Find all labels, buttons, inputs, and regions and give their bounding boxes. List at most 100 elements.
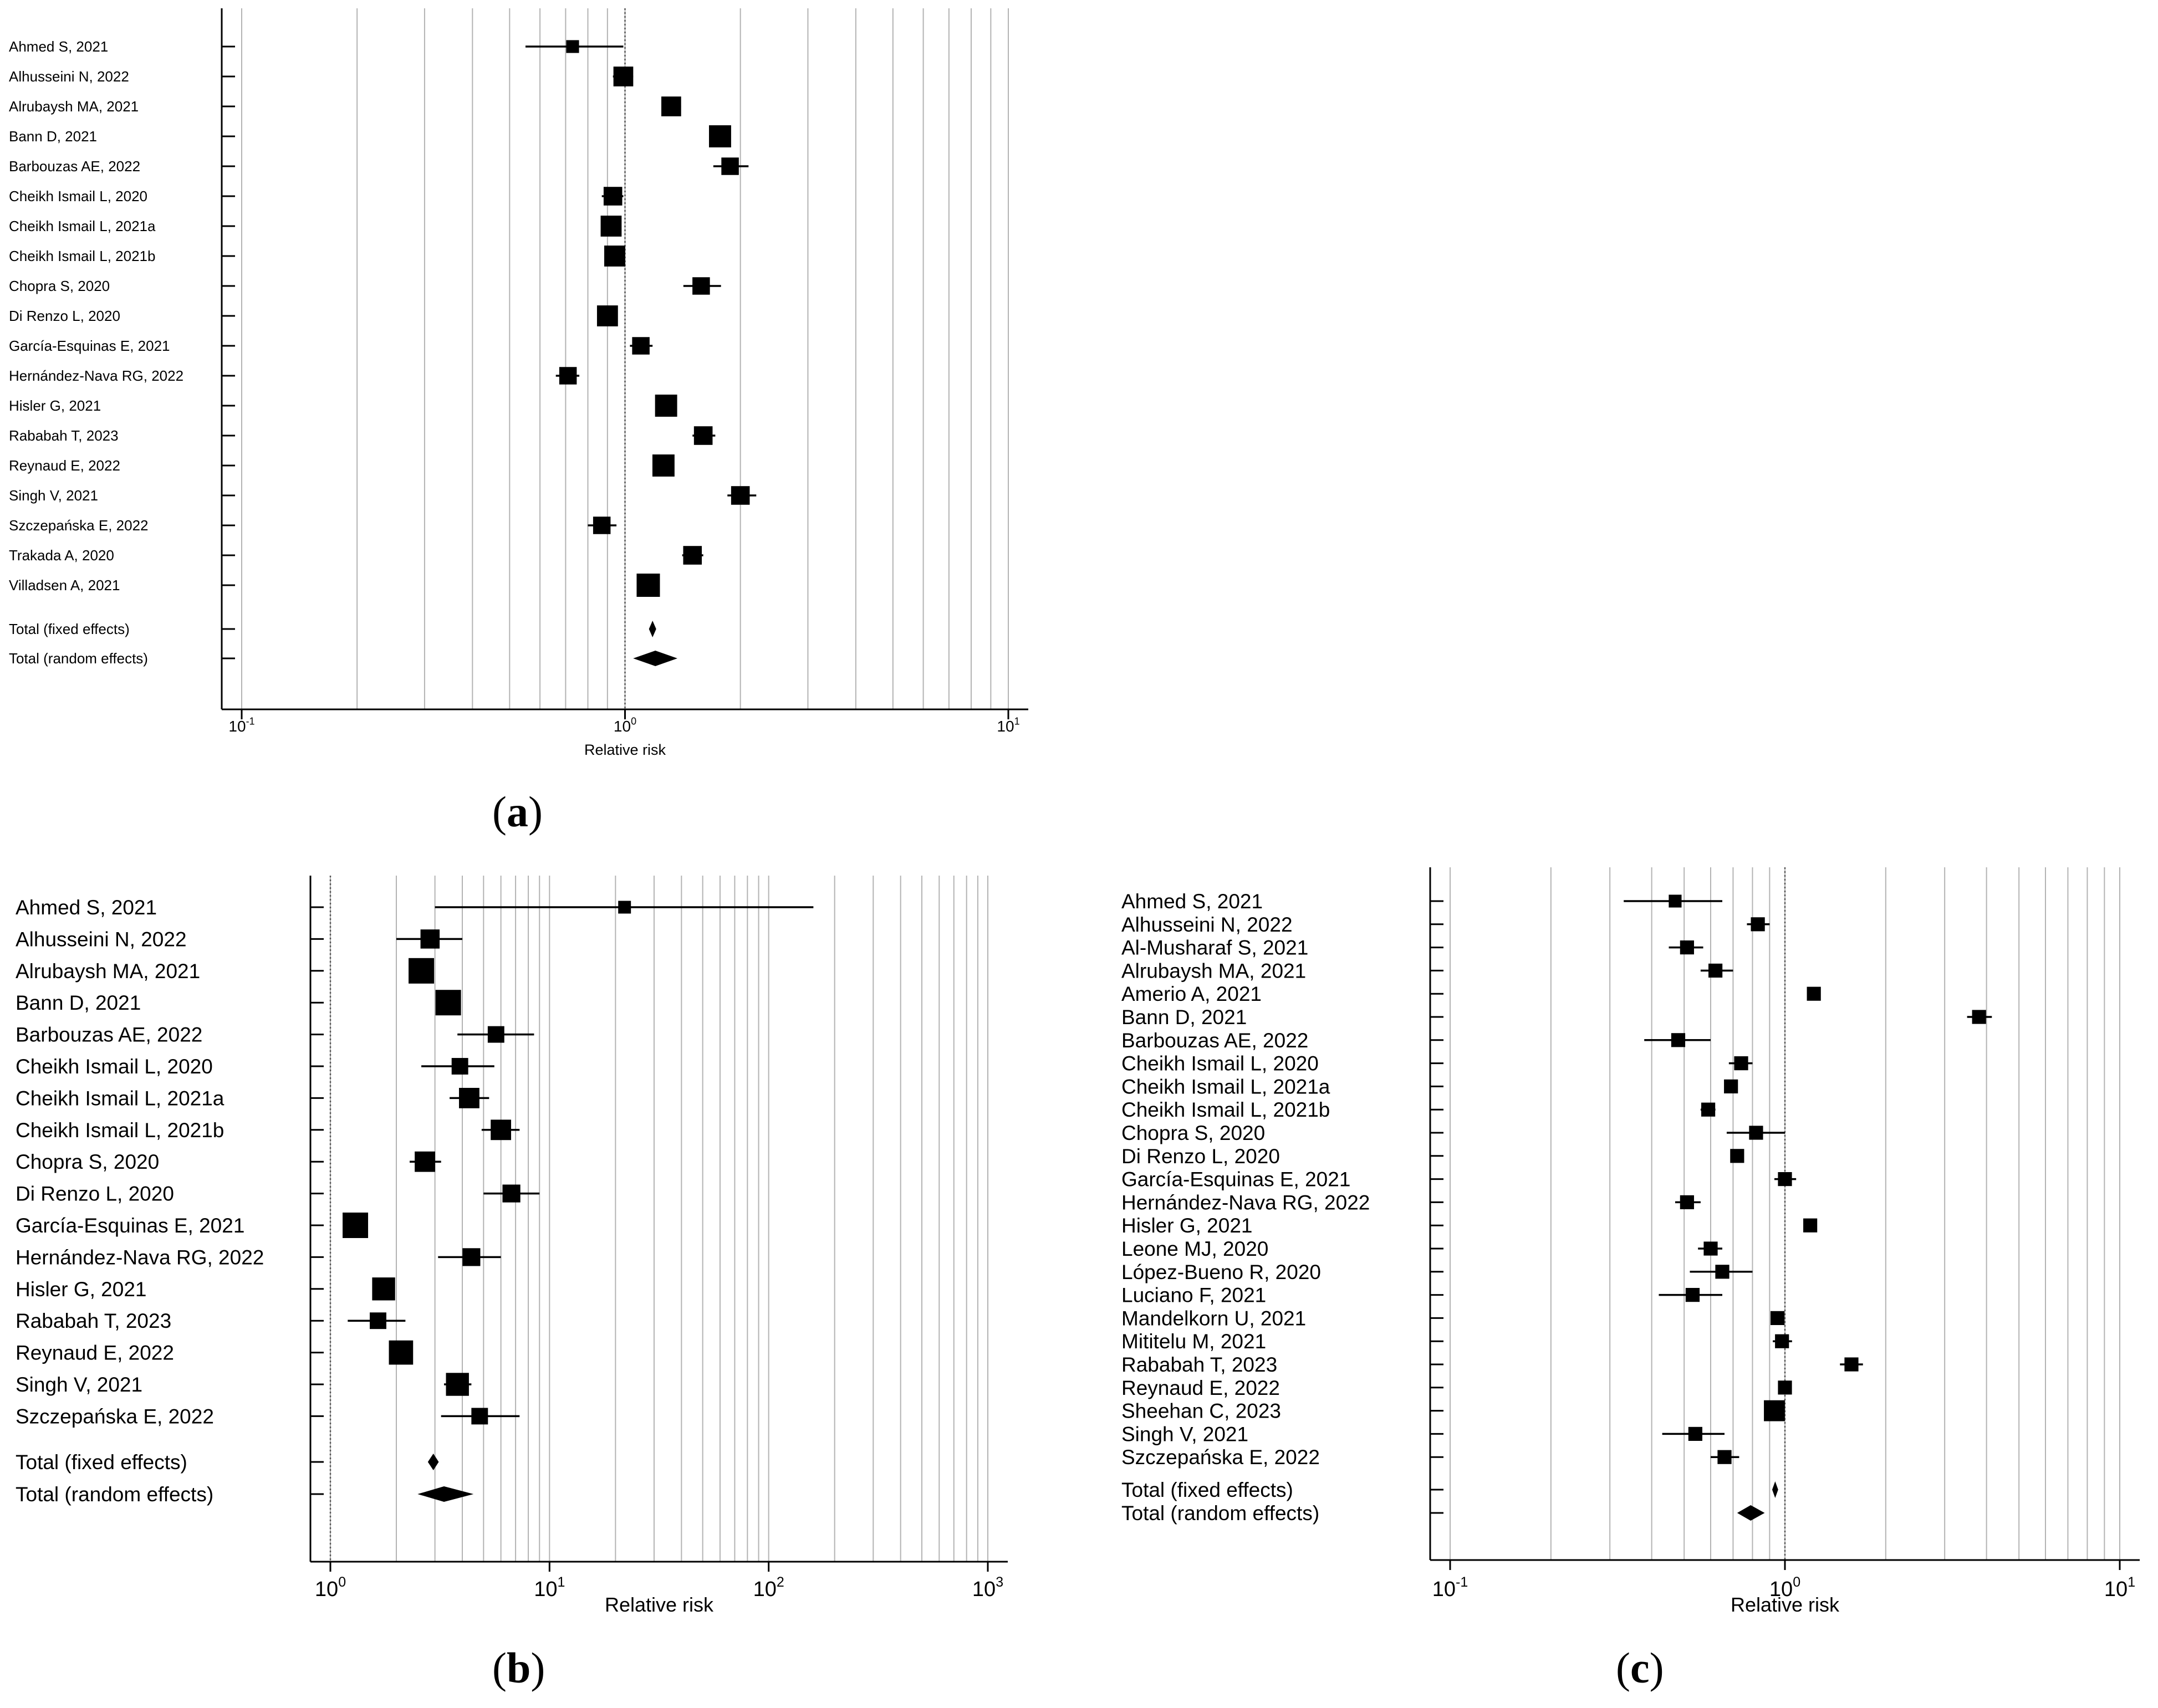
point-estimate bbox=[446, 1373, 469, 1396]
point-estimate bbox=[1778, 1380, 1792, 1395]
study-label: Sheehan C, 2023 bbox=[1121, 1400, 1281, 1423]
point-estimate bbox=[1703, 1241, 1718, 1256]
study-label: Alhusseini N, 2022 bbox=[9, 68, 129, 85]
study-label: Reynaud E, 2022 bbox=[9, 457, 120, 474]
study-label: Di Renzo L, 2020 bbox=[1121, 1145, 1280, 1168]
point-estimate bbox=[661, 96, 681, 116]
x-tick-label: 101 bbox=[2104, 1574, 2135, 1601]
study-label: Barbouzas AE, 2022 bbox=[16, 1024, 202, 1046]
study-label: López-Bueno R, 2020 bbox=[1121, 1261, 1321, 1283]
point-estimate bbox=[652, 454, 675, 477]
point-estimate bbox=[462, 1248, 481, 1266]
point-estimate bbox=[683, 546, 702, 565]
point-estimate bbox=[1749, 1126, 1763, 1140]
x-tick-label: 103 bbox=[972, 1574, 1003, 1601]
study-label: Chopra S, 2020 bbox=[9, 278, 110, 294]
study-label: Hernández-Nava RG, 2022 bbox=[9, 367, 183, 384]
study-label: Alrubaysh MA, 2021 bbox=[1121, 959, 1306, 982]
study-label: Leone MJ, 2020 bbox=[1121, 1237, 1268, 1260]
point-estimate bbox=[721, 157, 739, 175]
study-label: Bann D, 2021 bbox=[1121, 1006, 1247, 1029]
panel-label-b: (b) bbox=[492, 1644, 545, 1692]
study-label: Reynaud E, 2022 bbox=[1121, 1377, 1280, 1399]
study-label: Hisler G, 2021 bbox=[1121, 1214, 1253, 1237]
study-label: Barbouzas AE, 2022 bbox=[9, 158, 140, 175]
panel-label-c: (c) bbox=[1616, 1644, 1664, 1692]
point-estimate bbox=[1724, 1079, 1738, 1093]
forest-plot-a: 10-1 100 101 Relative risk Ahmed S, 2021 Alhu… bbox=[9, 8, 1028, 758]
point-estimate bbox=[593, 517, 611, 534]
study-label: Hernández-Nava RG, 2022 bbox=[1121, 1191, 1370, 1214]
study-label: Hisler G, 2021 bbox=[9, 397, 101, 414]
point-estimate bbox=[471, 1408, 488, 1425]
point-estimate bbox=[1680, 1195, 1694, 1209]
total-random-label: Total (random effects) bbox=[1121, 1502, 1319, 1525]
total-fixed-label: Total (fixed effects) bbox=[9, 621, 130, 637]
point-estimate bbox=[1685, 1288, 1700, 1302]
point-estimate bbox=[451, 1058, 468, 1075]
x-axis-label: Relative risk bbox=[584, 742, 666, 758]
study-label: Di Renzo L, 2020 bbox=[16, 1183, 174, 1205]
study-label: Reynaud E, 2022 bbox=[16, 1342, 174, 1364]
point-estimate bbox=[1775, 1334, 1789, 1348]
study-label: Amerio A, 2021 bbox=[1121, 983, 1262, 1005]
pooled-diamond-fixed bbox=[649, 621, 656, 637]
point-estimate bbox=[1708, 963, 1723, 978]
point-estimate bbox=[618, 901, 631, 914]
point-estimate bbox=[709, 125, 731, 147]
point-estimate bbox=[1751, 917, 1765, 932]
x-axis-label: Relative risk bbox=[1731, 1593, 1840, 1616]
point-estimate bbox=[1680, 940, 1694, 955]
study-label: Cheikh Ismail L, 2020 bbox=[1121, 1052, 1319, 1075]
study-label: García-Esquinas E, 2021 bbox=[9, 337, 170, 354]
study-label: Villadsen A, 2021 bbox=[9, 577, 120, 594]
study-label: Barbouzas AE, 2022 bbox=[1121, 1029, 1308, 1052]
point-estimate bbox=[435, 990, 461, 1016]
study-label: Cheikh Ismail L, 2021a bbox=[16, 1087, 225, 1109]
x-tick-label: 102 bbox=[753, 1574, 784, 1601]
point-estimate bbox=[692, 277, 710, 295]
study-label: Ahmed S, 2021 bbox=[9, 38, 108, 55]
study-label: Rababah T, 2023 bbox=[9, 427, 119, 444]
point-estimate bbox=[1669, 894, 1682, 908]
point-estimate bbox=[1807, 986, 1821, 1001]
point-estimate bbox=[1770, 1311, 1785, 1325]
x-tick-label: 100 bbox=[1769, 1574, 1800, 1601]
study-label: Bann D, 2021 bbox=[16, 991, 141, 1014]
forest-plot-c: 10-1 100 101 Relative risk Ahmed S, 2021Alhu… bbox=[1121, 867, 2140, 1616]
study-label: Luciano F, 2021 bbox=[1121, 1284, 1266, 1307]
study-label: Hisler G, 2021 bbox=[16, 1278, 147, 1301]
x-tick-label: 101 bbox=[997, 715, 1019, 735]
study-label: Alrubaysh MA, 2021 bbox=[9, 98, 139, 115]
point-estimate bbox=[603, 187, 623, 206]
point-estimate bbox=[1803, 1218, 1818, 1233]
study-label: Szczepańska E, 2022 bbox=[9, 517, 149, 534]
point-estimate bbox=[632, 337, 650, 355]
study-label: Szczepańska E, 2022 bbox=[1121, 1446, 1320, 1469]
point-estimate bbox=[1715, 1265, 1730, 1279]
x-tick-label: 101 bbox=[534, 1574, 565, 1601]
x-tick-label: 100 bbox=[614, 715, 636, 735]
study-label: Cheikh Ismail L, 2021a bbox=[9, 218, 156, 234]
point-estimate bbox=[343, 1213, 369, 1238]
x-axis-label: Relative risk bbox=[605, 1593, 714, 1616]
study-label: Alhusseini N, 2022 bbox=[1121, 913, 1293, 936]
point-estimate bbox=[693, 426, 713, 445]
study-label: García-Esquinas E, 2021 bbox=[1121, 1168, 1350, 1191]
study-label: Hernández-Nava RG, 2022 bbox=[16, 1246, 264, 1269]
study-label: Mititelu M, 2021 bbox=[1121, 1330, 1266, 1353]
study-label: Ahmed S, 2021 bbox=[16, 896, 157, 919]
study-label: Trakada A, 2020 bbox=[9, 547, 114, 564]
point-estimate bbox=[600, 216, 622, 237]
point-estimate bbox=[1764, 1400, 1785, 1421]
study-label: Alrubaysh MA, 2021 bbox=[16, 960, 200, 983]
point-estimate bbox=[604, 246, 625, 267]
point-estimate bbox=[596, 305, 618, 326]
study-label: Singh V, 2021 bbox=[1121, 1423, 1248, 1445]
point-estimate bbox=[415, 1151, 435, 1172]
point-estimate bbox=[372, 1277, 395, 1301]
point-estimate bbox=[1688, 1426, 1702, 1441]
point-estimate bbox=[655, 395, 677, 417]
study-label: Alhusseini N, 2022 bbox=[16, 928, 187, 950]
